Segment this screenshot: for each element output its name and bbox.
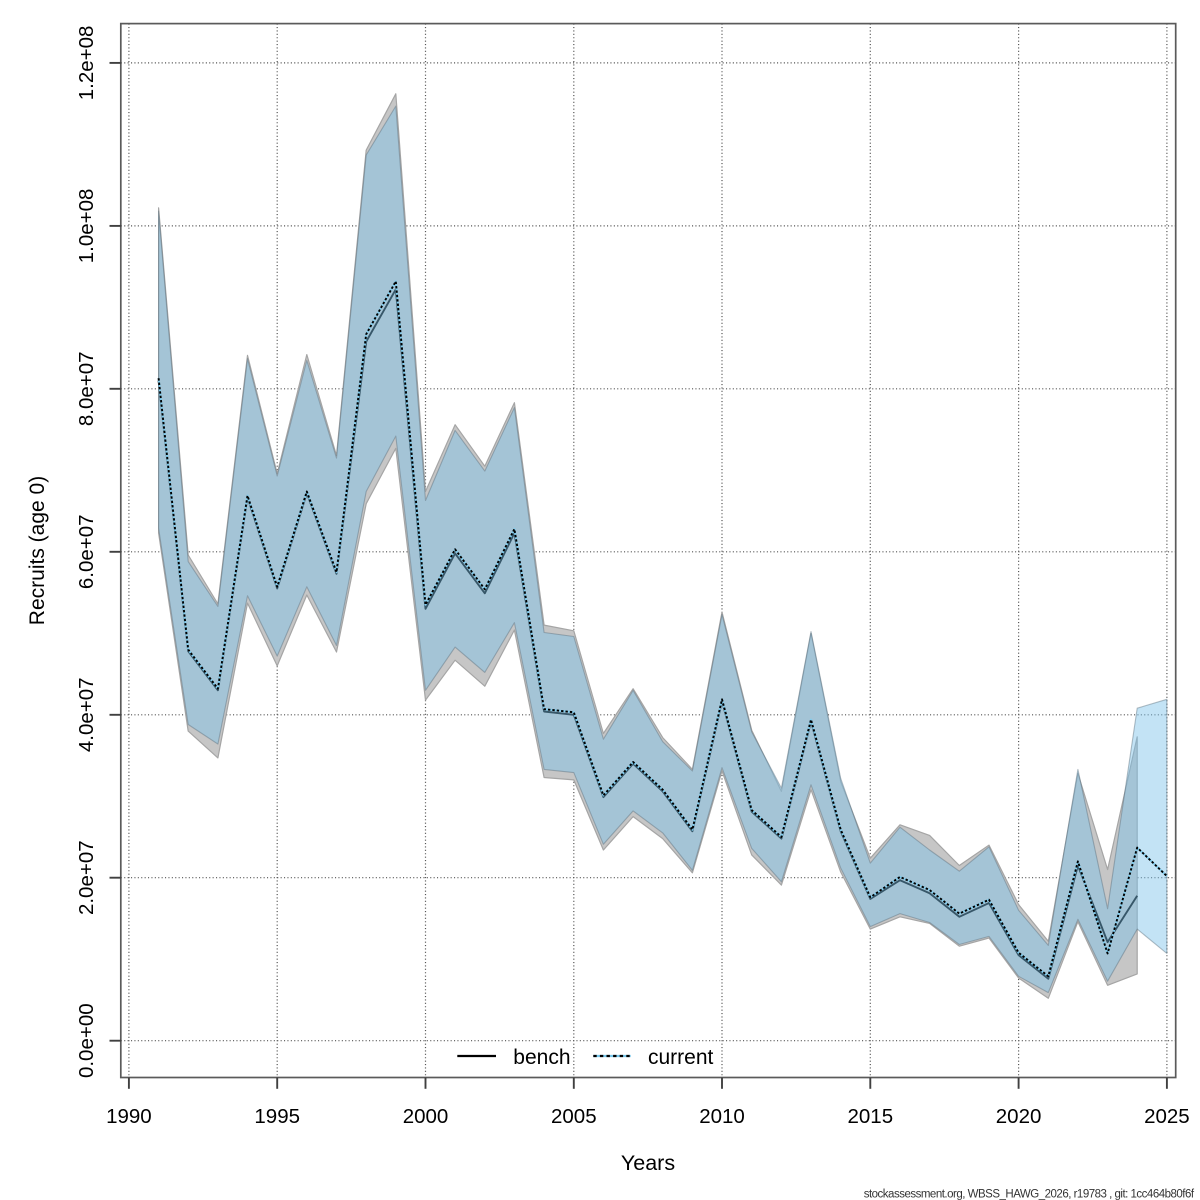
svg-text:2.0e+07: 2.0e+07 (75, 840, 98, 915)
svg-text:1990: 1990 (106, 1105, 152, 1128)
svg-text:6.0e+07: 6.0e+07 (75, 514, 98, 589)
svg-text:current: current (648, 1046, 714, 1069)
svg-text:1995: 1995 (254, 1105, 300, 1128)
svg-text:8.0e+07: 8.0e+07 (75, 351, 98, 426)
svg-text:1.2e+08: 1.2e+08 (75, 26, 98, 101)
svg-text:4.0e+07: 4.0e+07 (75, 677, 98, 752)
svg-text:2010: 2010 (699, 1105, 745, 1128)
svg-text:2005: 2005 (551, 1105, 597, 1128)
svg-text:2015: 2015 (847, 1105, 893, 1128)
svg-text:stockassessment.org, WBSS_HAWG: stockassessment.org, WBSS_HAWG_2026, r19… (864, 1189, 1195, 1200)
svg-text:bench: bench (513, 1046, 570, 1069)
svg-text:Years: Years (621, 1151, 675, 1175)
svg-text:2020: 2020 (996, 1105, 1042, 1128)
svg-text:Recruits (age 0): Recruits (age 0) (26, 476, 49, 625)
svg-text:0.0e+00: 0.0e+00 (75, 1003, 98, 1078)
svg-text:2000: 2000 (403, 1105, 449, 1128)
svg-text:1.0e+08: 1.0e+08 (75, 189, 98, 264)
svg-text:2025: 2025 (1144, 1105, 1190, 1128)
